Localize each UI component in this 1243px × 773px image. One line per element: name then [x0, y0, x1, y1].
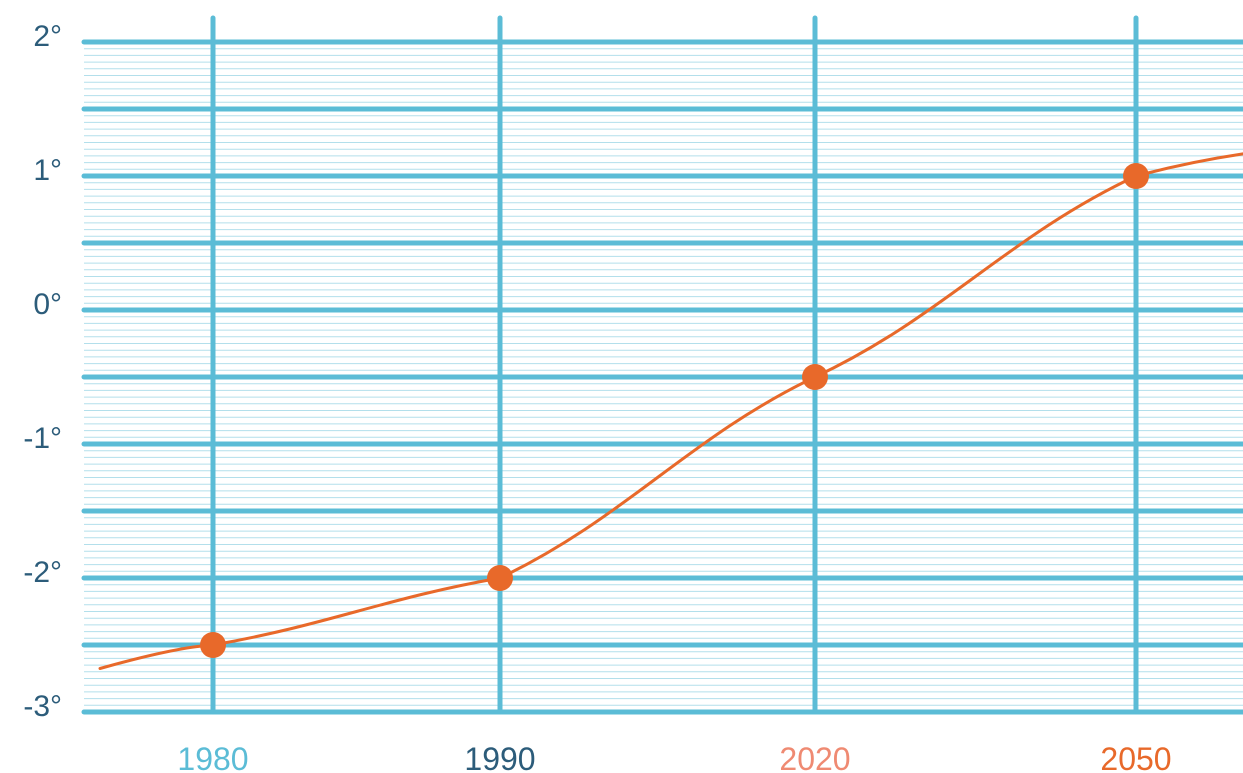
major-grid: [81, 15, 1243, 715]
y-tick-label: -1°: [23, 422, 62, 455]
data-point: [1123, 163, 1149, 189]
y-axis-ticks: 2° 1° 0° -1° -2° -3°: [23, 20, 62, 723]
x-tick-label: 2050: [1100, 741, 1171, 773]
y-tick-label: -3°: [23, 690, 62, 723]
y-tick-label: -2°: [23, 556, 62, 589]
y-tick-label: 1°: [33, 154, 62, 187]
series-line: [98, 152, 1243, 670]
y-tick-label: 2°: [33, 20, 62, 53]
x-tick-label: 1990: [464, 741, 535, 773]
data-point: [802, 364, 828, 390]
y-tick-label: 0°: [33, 288, 62, 321]
series-layer: [98, 152, 1243, 670]
x-tick-label: 2020: [779, 741, 850, 773]
x-tick-label: 1980: [177, 741, 248, 773]
x-axis-ticks: 1980 1990 2020 2050: [177, 741, 1171, 773]
data-point: [200, 632, 226, 658]
data-point: [487, 565, 513, 591]
